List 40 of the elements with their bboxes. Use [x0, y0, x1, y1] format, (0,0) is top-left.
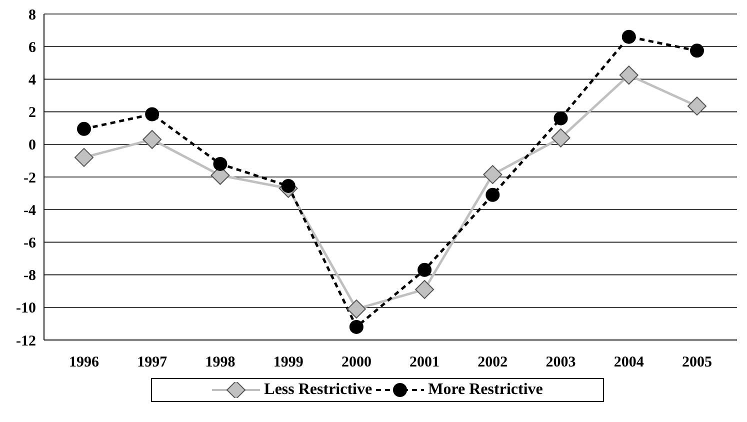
x-tick-label: 1997 — [137, 354, 168, 371]
point — [213, 156, 228, 171]
y-tick-label: 2 — [28, 105, 36, 122]
x-tick-label: 1999 — [273, 354, 304, 371]
legend-label: More Restrictive — [428, 381, 543, 399]
x-tick-label: 2004 — [614, 354, 644, 371]
y-tick-label: -10 — [16, 300, 36, 317]
x-tick-label: 2000 — [341, 354, 372, 371]
point — [486, 188, 500, 202]
point — [77, 122, 91, 136]
point — [145, 107, 160, 122]
point — [346, 300, 366, 319]
y-tick-label: 8 — [28, 7, 36, 24]
y-tick-label: -6 — [24, 236, 36, 252]
y-tick-label: 0 — [28, 138, 36, 154]
point — [483, 165, 502, 184]
point — [74, 148, 94, 167]
x-tick-label: 1996 — [69, 354, 100, 371]
y-tick-label: -4 — [24, 202, 36, 219]
x-tick-label: 1998 — [205, 354, 236, 371]
legend-label: Less Restrictive — [264, 381, 372, 399]
y-tick-label: -12 — [16, 333, 36, 350]
point — [554, 111, 568, 126]
y-tick-label: 4 — [28, 72, 36, 89]
x-tick-label: 2003 — [546, 354, 576, 371]
point — [415, 280, 434, 299]
point — [619, 66, 638, 85]
y-tick-label: 6 — [28, 40, 36, 56]
x-tick-label: 2002 — [478, 354, 508, 371]
y-tick-label: -2 — [24, 170, 36, 186]
point — [551, 128, 570, 148]
point — [349, 320, 364, 334]
point — [142, 130, 162, 150]
y-tick-label: -8 — [24, 268, 36, 284]
point — [688, 96, 706, 116]
point — [690, 44, 704, 58]
x-tick-label: 2001 — [410, 354, 440, 371]
point — [622, 30, 636, 44]
point — [418, 262, 432, 277]
x-tick-label: 2005 — [682, 354, 712, 371]
